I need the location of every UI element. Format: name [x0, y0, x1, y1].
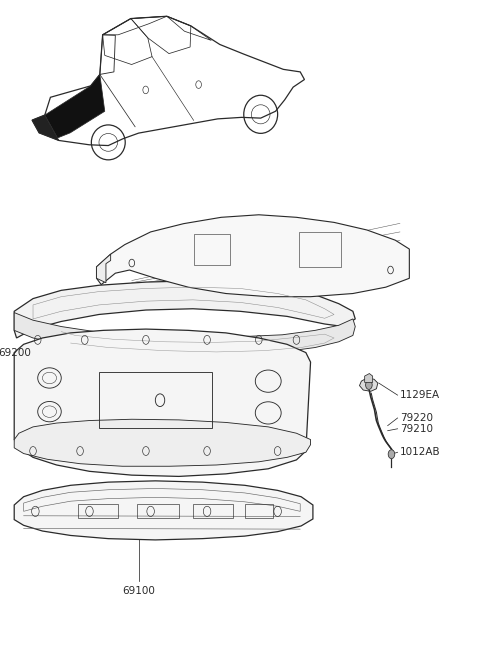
Polygon shape — [96, 254, 110, 283]
Polygon shape — [96, 214, 409, 297]
Bar — [193, 503, 233, 518]
Bar — [78, 503, 118, 518]
Bar — [245, 503, 273, 518]
Circle shape — [366, 380, 372, 389]
Polygon shape — [14, 312, 355, 354]
Polygon shape — [14, 281, 355, 338]
Text: 69100: 69100 — [122, 586, 156, 596]
Bar — [136, 503, 179, 518]
Text: 1129EA: 1129EA — [400, 390, 440, 400]
Polygon shape — [45, 75, 105, 138]
Circle shape — [388, 450, 395, 459]
Text: 69301: 69301 — [268, 248, 301, 257]
Text: 69200: 69200 — [0, 347, 31, 358]
Polygon shape — [32, 115, 59, 141]
Polygon shape — [14, 419, 311, 467]
Polygon shape — [14, 481, 313, 540]
Text: 1012AB: 1012AB — [400, 447, 441, 457]
Text: 79210: 79210 — [400, 424, 433, 434]
Polygon shape — [360, 378, 378, 391]
Polygon shape — [365, 373, 372, 382]
Polygon shape — [14, 329, 311, 476]
Bar — [99, 372, 212, 428]
Text: 79220: 79220 — [400, 413, 433, 423]
